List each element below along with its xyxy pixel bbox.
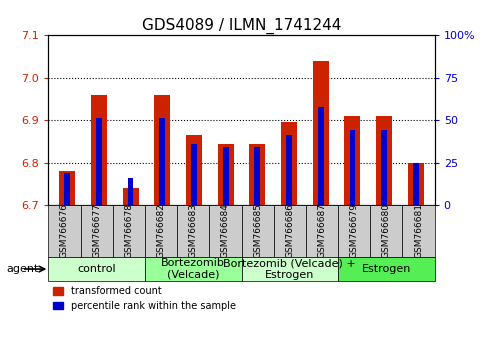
FancyBboxPatch shape bbox=[338, 257, 435, 281]
FancyBboxPatch shape bbox=[338, 205, 370, 257]
Bar bbox=[344, 116, 360, 205]
Text: GSM766686: GSM766686 bbox=[285, 204, 294, 258]
Bar bbox=[186, 135, 202, 205]
Bar bbox=[191, 144, 197, 205]
Text: control: control bbox=[77, 264, 116, 274]
Bar bbox=[159, 118, 165, 205]
FancyBboxPatch shape bbox=[81, 205, 113, 257]
Bar bbox=[96, 118, 102, 205]
FancyBboxPatch shape bbox=[274, 205, 306, 257]
Text: Estrogen: Estrogen bbox=[362, 264, 411, 274]
FancyBboxPatch shape bbox=[242, 257, 338, 281]
Bar bbox=[128, 178, 133, 205]
Bar bbox=[408, 163, 424, 205]
FancyBboxPatch shape bbox=[145, 205, 177, 257]
Text: GSM766678: GSM766678 bbox=[124, 204, 133, 258]
Text: GSM766684: GSM766684 bbox=[221, 204, 230, 258]
Text: agent: agent bbox=[6, 264, 39, 274]
Text: GSM766681: GSM766681 bbox=[414, 204, 423, 258]
Bar bbox=[350, 130, 355, 205]
Bar bbox=[59, 171, 75, 205]
Title: GDS4089 / ILMN_1741244: GDS4089 / ILMN_1741244 bbox=[142, 18, 341, 34]
Text: GSM766679: GSM766679 bbox=[350, 204, 359, 258]
Bar bbox=[413, 163, 419, 205]
FancyBboxPatch shape bbox=[48, 257, 145, 281]
Bar bbox=[313, 61, 328, 205]
Text: GSM766683: GSM766683 bbox=[189, 204, 198, 258]
FancyBboxPatch shape bbox=[177, 205, 209, 257]
Text: Bortezomib
(Velcade): Bortezomib (Velcade) bbox=[161, 258, 225, 280]
FancyBboxPatch shape bbox=[113, 205, 145, 257]
Text: Bortezomib (Velcade) +
Estrogen: Bortezomib (Velcade) + Estrogen bbox=[224, 258, 356, 280]
Bar bbox=[218, 144, 234, 205]
Bar bbox=[64, 173, 70, 205]
Text: GSM766680: GSM766680 bbox=[382, 204, 391, 258]
FancyBboxPatch shape bbox=[145, 257, 242, 281]
Bar bbox=[249, 144, 265, 205]
Bar bbox=[381, 130, 387, 205]
Bar bbox=[281, 122, 297, 205]
FancyBboxPatch shape bbox=[48, 205, 81, 257]
Bar bbox=[123, 188, 139, 205]
FancyBboxPatch shape bbox=[370, 205, 402, 257]
Bar bbox=[155, 95, 170, 205]
Text: GSM766677: GSM766677 bbox=[92, 204, 101, 258]
FancyBboxPatch shape bbox=[209, 205, 242, 257]
Bar bbox=[376, 116, 392, 205]
Text: GSM766687: GSM766687 bbox=[317, 204, 327, 258]
Bar bbox=[255, 147, 260, 205]
Bar bbox=[223, 147, 228, 205]
FancyBboxPatch shape bbox=[306, 205, 338, 257]
Bar bbox=[91, 95, 107, 205]
Text: GSM766685: GSM766685 bbox=[253, 204, 262, 258]
Text: GSM766682: GSM766682 bbox=[156, 204, 166, 258]
Bar bbox=[286, 135, 292, 205]
FancyBboxPatch shape bbox=[242, 205, 274, 257]
FancyBboxPatch shape bbox=[402, 205, 435, 257]
Legend: transformed count, percentile rank within the sample: transformed count, percentile rank withi… bbox=[53, 286, 236, 311]
Text: GSM766676: GSM766676 bbox=[60, 204, 69, 258]
Bar bbox=[318, 107, 324, 205]
